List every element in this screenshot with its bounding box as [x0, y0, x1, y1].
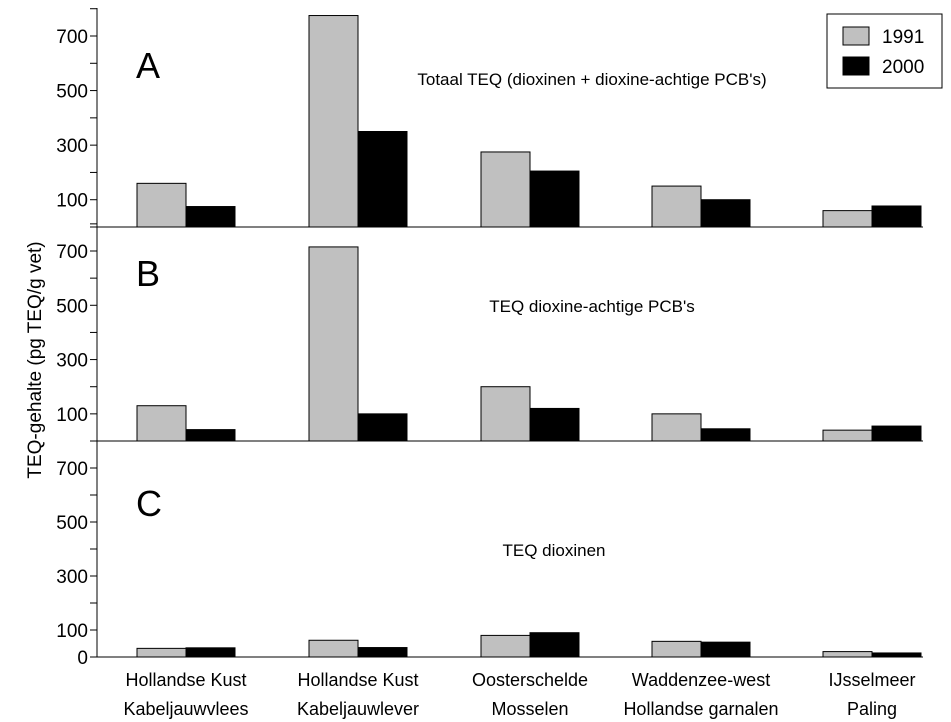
bar-A-1991-3: [651, 185, 702, 228]
panel-letter: B: [136, 253, 160, 294]
bar-C-2000-1: [357, 647, 408, 658]
y-tick-label: 0: [77, 648, 88, 669]
bar-A-2000-3: [700, 199, 751, 228]
bar-B-1991-2: [480, 386, 531, 442]
bar-A-1991-1: [308, 15, 359, 228]
y-axis-label: TEQ-gehalte (pg TEQ/g vet): [25, 241, 46, 478]
bar-C-2000-4: [871, 652, 922, 658]
bar-B-1991-3: [651, 413, 702, 442]
panel-letter: A: [136, 45, 160, 86]
category-label: IJsselmeer: [828, 670, 915, 690]
y-tick-label: 300: [56, 136, 88, 157]
bar-C-2000-3: [700, 641, 751, 658]
bar-C-1991-3: [651, 640, 702, 658]
bar-C-2000-2: [529, 632, 580, 658]
legend-label-1991: 1991: [882, 27, 924, 48]
panel-title: Totaal TEQ (dioxinen + dioxine-achtige P…: [417, 70, 766, 89]
bar-B-2000-2: [529, 407, 580, 442]
bar-B-1991-1: [308, 246, 359, 442]
category-label: Paling: [847, 699, 897, 719]
y-tick-label: 500: [56, 82, 88, 103]
panel-letter: C: [136, 483, 162, 524]
bar-C-1991-0: [136, 647, 187, 658]
bar-C-1991-1: [308, 639, 359, 658]
y-tick-label: 300: [56, 567, 88, 588]
category-label: Hollandse Kust: [297, 670, 418, 690]
y-tick-label: 700: [56, 242, 88, 263]
y-tick-label: 100: [56, 191, 88, 212]
panel-title: TEQ dioxine-achtige PCB's: [489, 297, 694, 316]
y-tick-label: 300: [56, 351, 88, 372]
category-label: Hollandse Kust: [125, 670, 246, 690]
bar-C-1991-4: [822, 651, 873, 658]
y-tick-label: 700: [56, 27, 88, 48]
bar-A-2000-4: [871, 205, 922, 228]
y-tick-label: 100: [56, 405, 88, 426]
bar-A-2000-1: [357, 131, 408, 228]
panel-title: TEQ dioxinen: [503, 541, 606, 560]
bar-C-1991-2: [480, 634, 531, 658]
y-tick-label: 100: [56, 621, 88, 642]
legend-swatch-1991: [842, 26, 870, 46]
bar-A-1991-4: [822, 210, 873, 228]
bar-B-1991-4: [822, 429, 873, 442]
y-tick-label: 500: [56, 296, 88, 317]
category-label: Mosselen: [491, 699, 568, 719]
bar-B-2000-1: [357, 413, 408, 442]
category-label: Oosterschelde: [472, 670, 588, 690]
legend: 1991 2000: [826, 13, 943, 89]
bar-A-1991-2: [480, 151, 531, 228]
y-tick-label: 500: [56, 513, 88, 534]
category-label: Hollandse garnalen: [623, 699, 778, 719]
category-label: Kabeljauwlever: [297, 699, 419, 719]
y-tick-label: 700: [56, 459, 88, 480]
bar-B-1991-0: [136, 405, 187, 442]
bar-B-2000-0: [185, 429, 236, 442]
category-label: Kabeljauwvlees: [123, 699, 248, 719]
bar-A-2000-2: [529, 170, 580, 228]
bar-B-2000-4: [871, 425, 922, 442]
legend-swatch-2000: [842, 56, 870, 76]
bar-B-2000-3: [700, 428, 751, 442]
legend-label-2000: 2000: [882, 57, 924, 78]
category-label: Waddenzee-west: [632, 670, 770, 690]
bar-A-1991-0: [136, 182, 187, 228]
bar-C-2000-0: [185, 647, 236, 658]
bar-A-2000-0: [185, 206, 236, 228]
bars-layer: [136, 15, 922, 658]
legend-box: [826, 13, 943, 89]
text-layer: 100 300 500 700 A Totaal TEQ (dioxinen + diox…: [56, 27, 915, 719]
